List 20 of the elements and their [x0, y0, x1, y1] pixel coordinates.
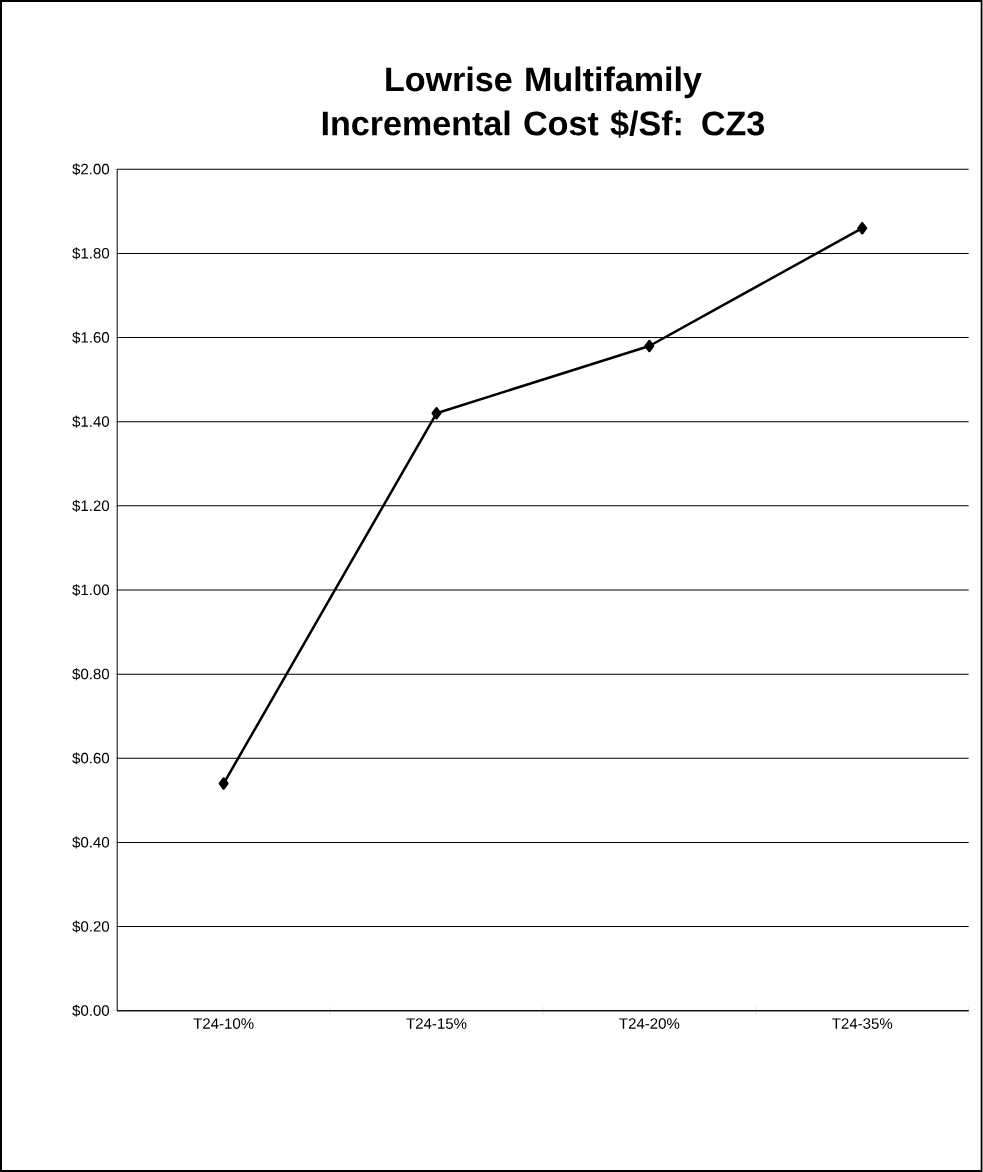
- y-tick-label: $2.00: [72, 163, 110, 176]
- y-tick-label: $0.80: [72, 668, 110, 681]
- x-tick-label: T24-10%: [193, 1018, 254, 1029]
- y-tick-label: $1.20: [72, 499, 110, 512]
- point: [857, 221, 868, 235]
- y-tick-label: $0.40: [72, 836, 110, 849]
- x-tick-label: T24-35%: [832, 1018, 893, 1029]
- y-tick-label: $1.00: [72, 583, 110, 597]
- x-tick-label: T24-15%: [406, 1018, 467, 1029]
- chart-title: Lowrise Multifamily Incremental Cost $/Sf: CZ3: [323, 66, 765, 138]
- point: [218, 777, 229, 790]
- y-tick-label: $0.00: [72, 1004, 110, 1017]
- y-tick-label: $0.60: [72, 752, 110, 765]
- y-tick-label: $1.40: [72, 415, 110, 428]
- point: [431, 407, 442, 420]
- y-tick-label: $0.20: [72, 920, 110, 933]
- point: [644, 339, 655, 353]
- x-tick-label: T24-20%: [619, 1018, 680, 1029]
- y-tick-label: $1.60: [72, 331, 110, 344]
- y-tick-label: $1.80: [72, 247, 110, 260]
